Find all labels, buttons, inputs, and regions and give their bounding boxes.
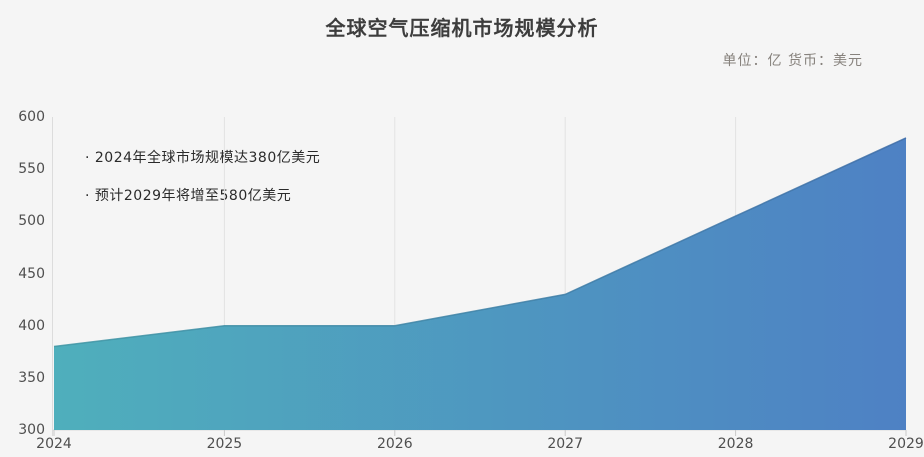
x-axis-label-2024: 2024 (36, 436, 72, 452)
y-axis-label-300: 300 (18, 422, 45, 438)
x-axis-label-2025: 2025 (206, 436, 243, 452)
chart-unit-subtitle: 单位：亿 货币：美元 (722, 53, 863, 69)
x-axis-ticks (53, 430, 907, 436)
y-axis-label-550: 550 (18, 161, 45, 178)
y-axis-label-350: 350 (18, 369, 45, 386)
x-axis-label-2027: 2027 (547, 436, 583, 452)
x-axis-label-2028: 2028 (717, 436, 754, 452)
chart-title: 全球空气压缩机市场规模分析 (325, 16, 599, 40)
y-axis-label-450: 450 (18, 265, 45, 282)
y-axis-label-400: 400 (18, 317, 45, 334)
y-axis-label-600: 600 (18, 109, 45, 125)
x-axis-label-2029: 2029 (888, 436, 924, 452)
annotation-2029: · 预计2029年将增至580亿美元 (85, 188, 292, 204)
y-axis-label-500: 500 (18, 213, 45, 230)
market-line (53, 137, 907, 348)
x-axis-label-2026: 2026 (376, 436, 413, 452)
market-area (54, 137, 906, 430)
annotation-2024: · 2024年全球市场规模达380亿美元 (85, 150, 321, 166)
